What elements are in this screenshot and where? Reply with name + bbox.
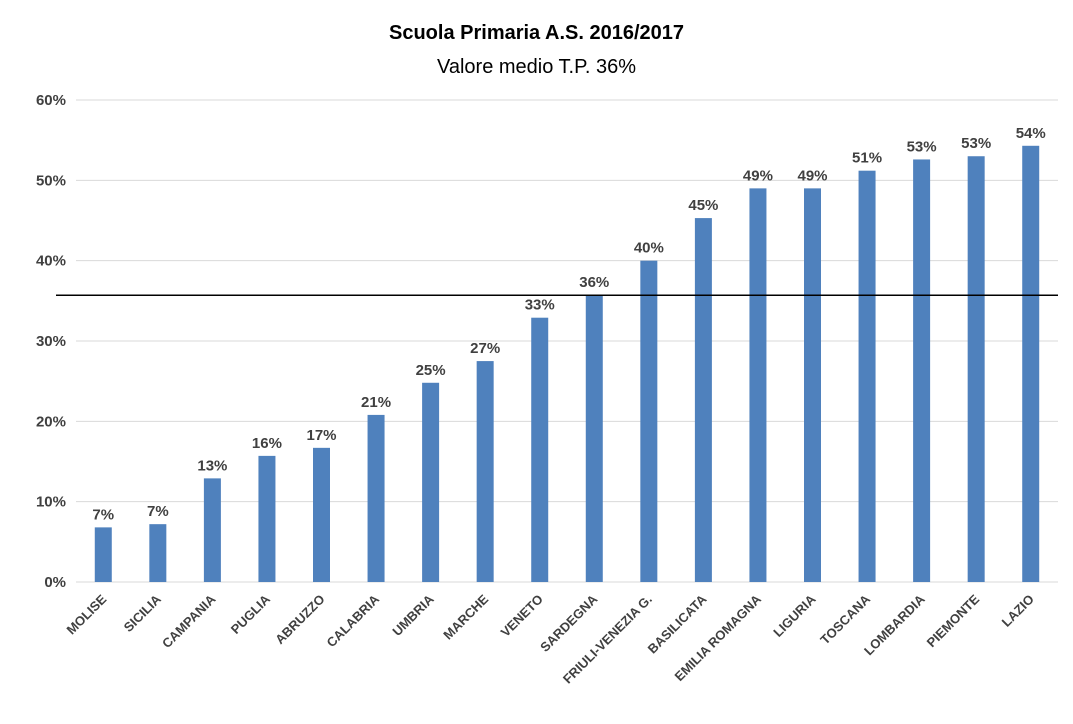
bar xyxy=(203,478,221,582)
bar xyxy=(531,317,549,582)
y-tick-label: 10% xyxy=(36,494,66,511)
bar xyxy=(640,260,658,582)
bar xyxy=(94,527,112,582)
x-tick-label: PUGLIA xyxy=(228,591,274,637)
data-label: 53% xyxy=(907,138,937,155)
bar xyxy=(149,524,167,582)
y-tick-label: 50% xyxy=(36,172,66,189)
data-label: 13% xyxy=(197,457,227,474)
data-label: 17% xyxy=(306,427,336,444)
x-tick-label: LIGURIA xyxy=(770,591,819,640)
bar xyxy=(476,361,494,582)
y-tick-label: 40% xyxy=(36,253,66,270)
data-label: 54% xyxy=(1016,125,1046,142)
data-label: 25% xyxy=(416,362,446,379)
x-tick-label: PIEMONTE xyxy=(924,591,983,650)
x-tick-label: CAMPANIA xyxy=(159,591,219,651)
x-tick-label: LAZIO xyxy=(999,592,1037,630)
chart-title: Scuola Primaria A.S. 2016/2017 xyxy=(389,22,684,44)
bar xyxy=(913,159,931,583)
data-label: 36% xyxy=(579,274,609,291)
x-tick-label: ABRUZZO xyxy=(272,592,328,648)
x-tick-label: VENETO xyxy=(498,592,546,640)
data-label: 51% xyxy=(852,150,882,167)
data-labels: 7% 7% 13% 16% 17% 21% 25% 27% 33% 36% 40% 45% 49% 49%… xyxy=(92,125,1045,524)
y-tick-label: 20% xyxy=(36,413,66,430)
x-tick-label: TOSCANA xyxy=(817,591,873,647)
x-tick-label: CALABRIA xyxy=(324,591,383,650)
bars xyxy=(94,145,1040,583)
x-tick-label: MOLISE xyxy=(64,591,110,637)
x-tick-label: UMBRIA xyxy=(389,591,437,639)
y-tick-label: 30% xyxy=(36,333,66,350)
bar xyxy=(749,188,767,582)
data-label: 53% xyxy=(961,135,991,152)
data-label: 27% xyxy=(470,340,500,357)
data-label: 49% xyxy=(743,167,773,184)
bar xyxy=(258,455,276,582)
bar xyxy=(1022,145,1040,583)
bar xyxy=(367,414,385,582)
gridlines xyxy=(76,99,1058,583)
data-label: 7% xyxy=(92,506,114,523)
x-tick-label: SICILIA xyxy=(121,591,165,635)
bar xyxy=(313,447,330,582)
data-label: 45% xyxy=(688,197,718,214)
data-label: 21% xyxy=(361,394,391,411)
bar xyxy=(694,218,712,582)
bar xyxy=(585,295,603,582)
y-tick-label: 0% xyxy=(44,574,66,591)
data-label: 33% xyxy=(525,297,555,314)
x-tick-label: MARCHE xyxy=(440,591,491,642)
y-axis-tick-labels: 0% 10% 20% 30% 40% 50% 60% xyxy=(36,92,66,591)
data-label: 49% xyxy=(797,167,827,184)
bar xyxy=(967,156,985,582)
bar xyxy=(804,188,821,582)
bar xyxy=(858,170,876,582)
data-label: 16% xyxy=(252,435,282,452)
y-tick-label: 60% xyxy=(36,92,66,109)
data-label: 40% xyxy=(634,240,664,257)
bar xyxy=(422,382,440,582)
data-label: 7% xyxy=(147,503,169,520)
chart-subtitle: Valore medio T.P. 36% xyxy=(436,56,636,78)
